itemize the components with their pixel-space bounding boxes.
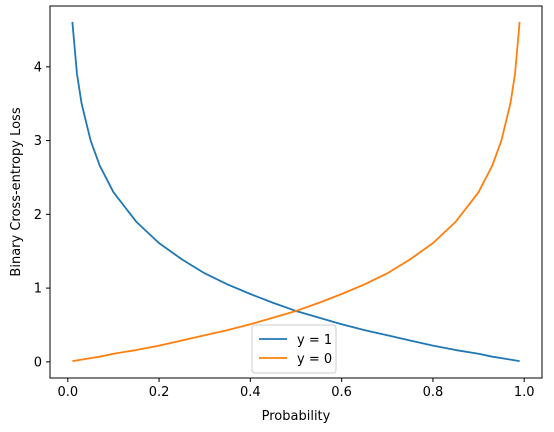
plot-background <box>50 6 542 378</box>
x-tick-label: 0.4 <box>240 385 261 400</box>
series-line-1 <box>72 21 521 362</box>
y-axis-label: Binary Cross-entropy Loss <box>9 107 24 276</box>
y-tick-label: 1 <box>34 282 42 297</box>
series-layer <box>71 21 521 362</box>
x-tick-label: 1.0 <box>514 385 535 400</box>
y-tick-label: 0 <box>34 355 42 370</box>
plot-frame <box>49 5 543 379</box>
x-axis-ticks: 0.0 0.2 0.4 0.6 0.8 1.0 <box>57 378 535 400</box>
y-tick-label: 2 <box>34 208 42 223</box>
y-tick-label: 3 <box>34 134 42 149</box>
x-tick-label: 0.0 <box>57 385 78 400</box>
x-axis-label: Probability <box>262 409 331 424</box>
legend-label-y1: y = 1 <box>297 333 332 348</box>
x-tick-label: 0.6 <box>331 385 352 400</box>
axes-layer <box>49 5 543 379</box>
legend-label-y0: y = 0 <box>297 352 332 367</box>
x-tick-label: 0.2 <box>149 385 170 400</box>
y-axis-ticks: 0 1 2 3 4 <box>34 60 50 370</box>
legend: y = 1 y = 0 <box>251 324 337 374</box>
legend-box <box>251 324 337 374</box>
x-tick-label: 0.8 <box>423 385 444 400</box>
y-tick-label: 4 <box>34 60 42 75</box>
